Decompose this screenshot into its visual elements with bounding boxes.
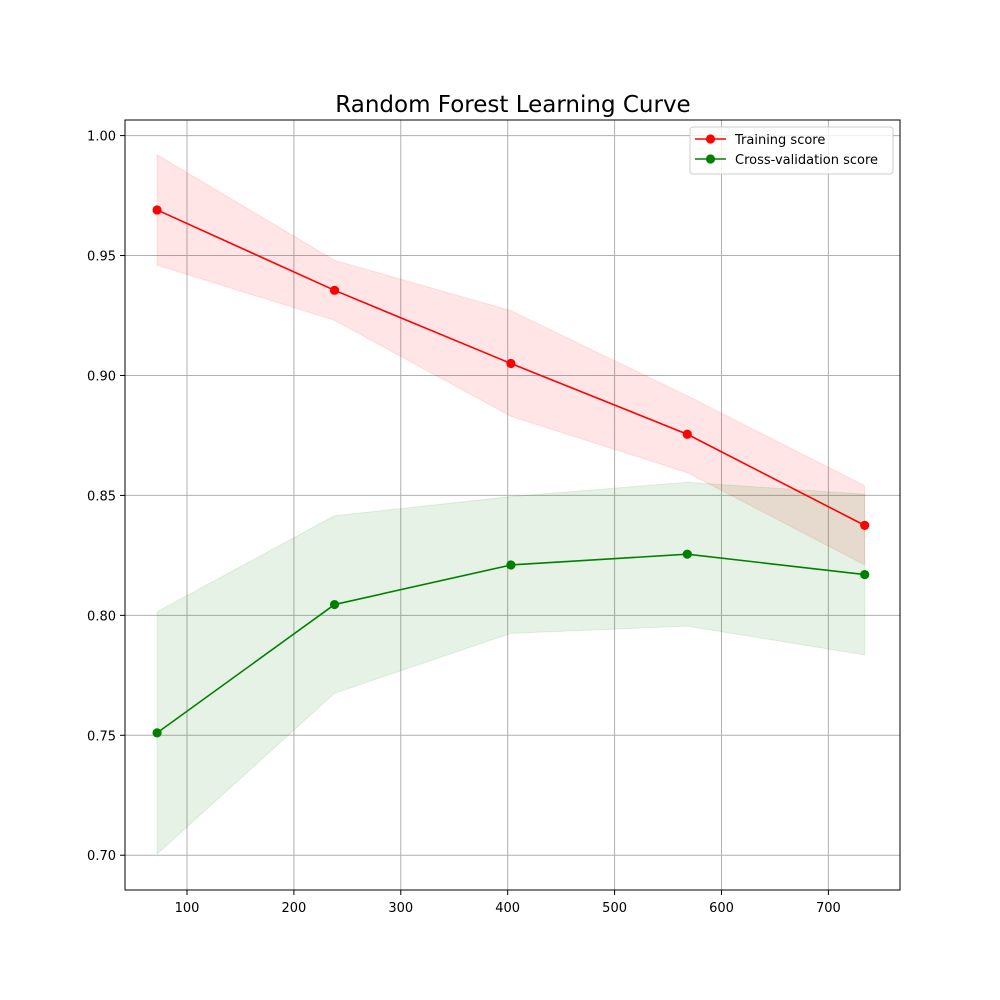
legend-label: Training score [734, 133, 825, 148]
legend-marker [705, 134, 716, 144]
y-tick-label: 0.70 [87, 849, 116, 864]
data-point [329, 285, 340, 295]
series-lines [152, 205, 870, 738]
data-point [152, 205, 162, 215]
data-point [506, 358, 516, 369]
y-tick-label: 0.85 [87, 489, 116, 504]
y-tick-label: 0.75 [87, 729, 116, 744]
data-point [860, 520, 870, 530]
y-tick-label: 1.00 [87, 130, 116, 145]
data-point [860, 569, 870, 580]
x-tick-label: 500 [602, 901, 627, 916]
legend-label: Cross-validation score [735, 153, 878, 168]
x-tick-label: 300 [388, 901, 413, 916]
legend: Training score Cross-validation score [689, 126, 894, 175]
x-tick-label: 700 [816, 901, 841, 916]
legend-box [689, 126, 894, 175]
x-tick-label: 100 [175, 901, 200, 916]
data-point [682, 429, 692, 439]
x-tick-label: 400 [495, 901, 520, 916]
plot-area-frame [124, 119, 901, 891]
data-point [152, 728, 162, 738]
data-point [682, 549, 692, 559]
axis-ticks: 100 200 300 400 500 600 700 0.70 0.75 0.80 0.85 0.9… [87, 130, 841, 916]
confidence-band-1 [156, 481, 866, 856]
y-tick-label: 0.90 [87, 369, 116, 384]
y-tick-label: 0.80 [87, 609, 116, 624]
data-point [329, 599, 340, 610]
x-tick-label: 200 [281, 901, 306, 916]
y-tick-label: 0.95 [87, 250, 116, 265]
chart-title: Random Forest Learning Curve [335, 92, 690, 118]
x-tick-label: 600 [709, 901, 734, 916]
legend-marker [705, 154, 716, 164]
data-point [506, 560, 516, 570]
grid [125, 120, 900, 890]
